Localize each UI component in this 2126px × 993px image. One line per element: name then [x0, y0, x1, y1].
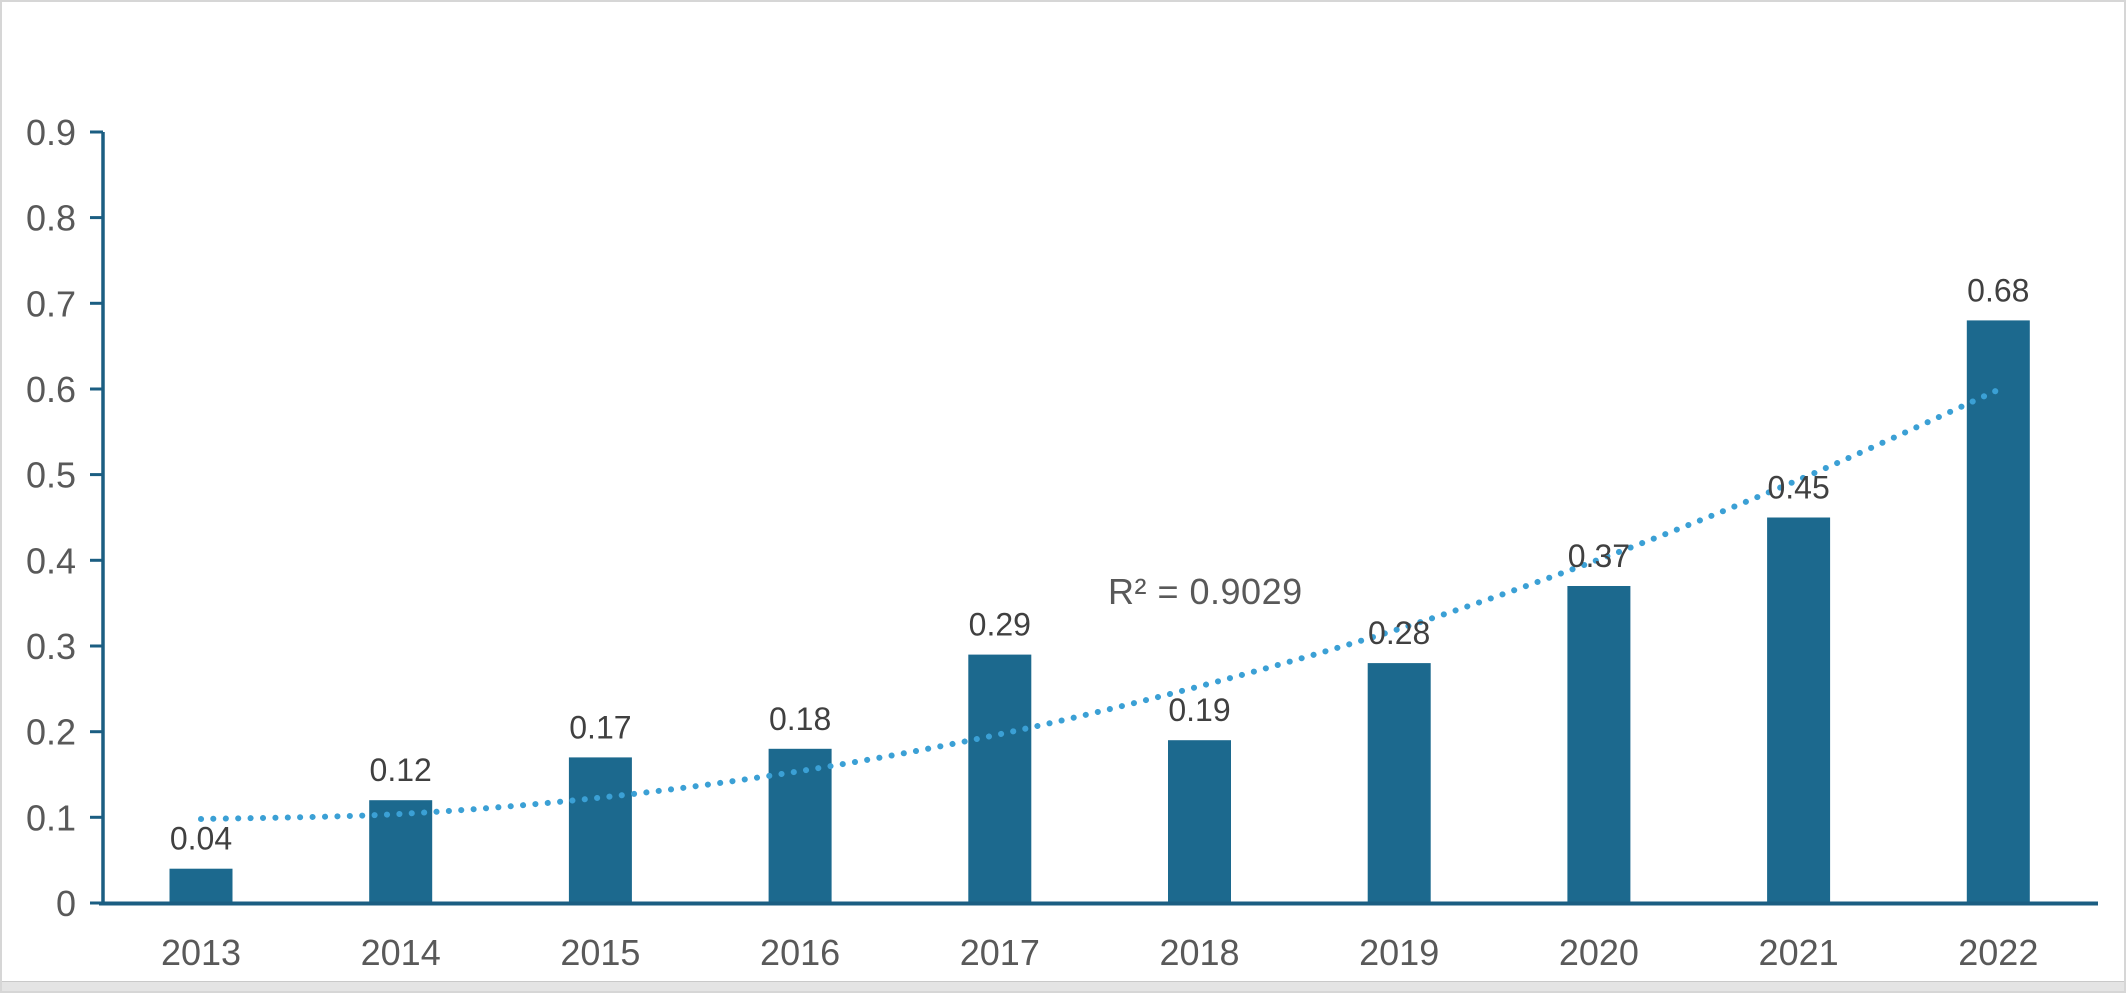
y-axis: 0 0.1 0.2 0.3 0.4 0.5 0.6 0.7 0.8 0.9 — [26, 112, 105, 924]
y-tick-label-0.1: 0.1 — [26, 797, 76, 838]
x-tick-label-2016: 2016 — [760, 932, 840, 973]
data-label-2019: 0.28 — [1368, 615, 1430, 651]
x-tick-label-2014: 2014 — [361, 932, 441, 973]
bar-2014 — [369, 800, 433, 905]
bar-2016 — [768, 748, 832, 905]
y-tick-label-0.4: 0.4 — [26, 540, 76, 581]
x-tick-label-2022: 2022 — [1958, 932, 2038, 973]
y-tick-label-0.5: 0.5 — [26, 455, 76, 496]
x-tick-label-2019: 2019 — [1359, 932, 1439, 973]
r-squared-annotation: R² = 0.9029 — [1108, 571, 1303, 612]
data-label-2021: 0.45 — [1767, 470, 1829, 506]
bar-2020 — [1567, 586, 1631, 905]
data-label-2020: 0.37 — [1568, 538, 1630, 574]
x-tick-label-2021: 2021 — [1759, 932, 1839, 973]
bar-2015 — [568, 757, 632, 905]
y-tick-label-0.3: 0.3 — [26, 626, 76, 667]
bar-2022 — [1966, 320, 2030, 905]
trendline — [198, 386, 2002, 822]
data-label-2014: 0.12 — [370, 752, 432, 788]
x-axis-labels: 2013 2014 2015 2016 2017 2018 2019 2020 2021 2022 — [161, 932, 2038, 973]
data-label-2022: 0.68 — [1967, 272, 2029, 308]
data-label-2013: 0.04 — [170, 821, 232, 857]
bar-2017 — [968, 654, 1032, 905]
data-labels: 0.04 0.12 0.17 0.18 0.29 0.19 0.28 0.37 0.45 0.68 — [170, 272, 2030, 856]
bottom-border-strip — [2, 981, 2124, 991]
bar-2019 — [1367, 663, 1431, 905]
x-tick-label-2017: 2017 — [960, 932, 1040, 973]
x-tick-label-2015: 2015 — [560, 932, 640, 973]
y-tick-label-0.6: 0.6 — [26, 369, 76, 410]
data-label-2017: 0.29 — [969, 607, 1031, 643]
bar-series — [169, 320, 2030, 905]
y-tick-label-0.7: 0.7 — [26, 283, 76, 324]
x-tick-label-2020: 2020 — [1559, 932, 1639, 973]
x-tick-label-2018: 2018 — [1159, 932, 1239, 973]
y-tick-label-0.9: 0.9 — [26, 112, 76, 153]
y-tick-label-0.8: 0.8 — [26, 198, 76, 239]
x-tick-label-2013: 2013 — [161, 932, 241, 973]
y-tick-label-0.2: 0.2 — [26, 712, 76, 753]
data-label-2016: 0.18 — [769, 701, 831, 737]
data-label-2018: 0.19 — [1168, 692, 1230, 728]
bar-2021 — [1767, 517, 1831, 905]
y-tick-label-0: 0 — [56, 883, 76, 924]
data-label-2015: 0.17 — [569, 709, 631, 745]
bar-2013 — [169, 868, 233, 905]
trendline-dotted-path — [198, 386, 2002, 822]
bar-2018 — [1168, 740, 1231, 905]
